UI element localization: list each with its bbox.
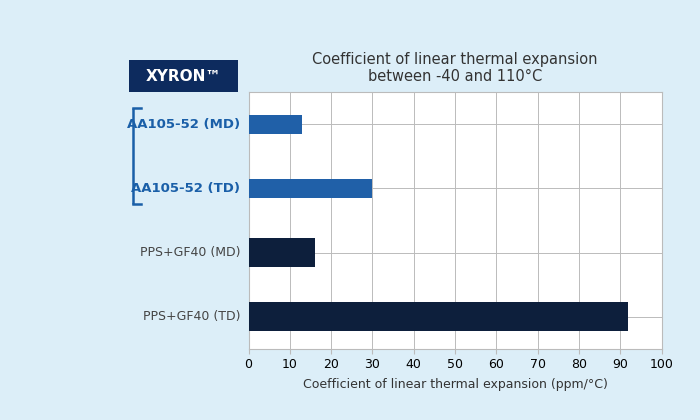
Title: Coefficient of linear thermal expansion
between -40 and 110°C: Coefficient of linear thermal expansion … xyxy=(312,52,598,84)
Bar xyxy=(248,302,629,331)
Bar xyxy=(248,238,314,267)
X-axis label: Coefficient of linear thermal expansion (ppm/°C): Coefficient of linear thermal expansion … xyxy=(302,378,608,391)
Bar xyxy=(248,115,302,134)
Text: AA105-52 (TD): AA105-52 (TD) xyxy=(131,182,240,195)
Text: AA105-52 (MD): AA105-52 (MD) xyxy=(127,118,240,131)
Bar xyxy=(248,179,372,198)
Text: PPS+GF40 (TD): PPS+GF40 (TD) xyxy=(143,310,240,323)
Text: PPS+GF40 (MD): PPS+GF40 (MD) xyxy=(139,246,240,259)
Text: XYRON™: XYRON™ xyxy=(146,68,222,84)
